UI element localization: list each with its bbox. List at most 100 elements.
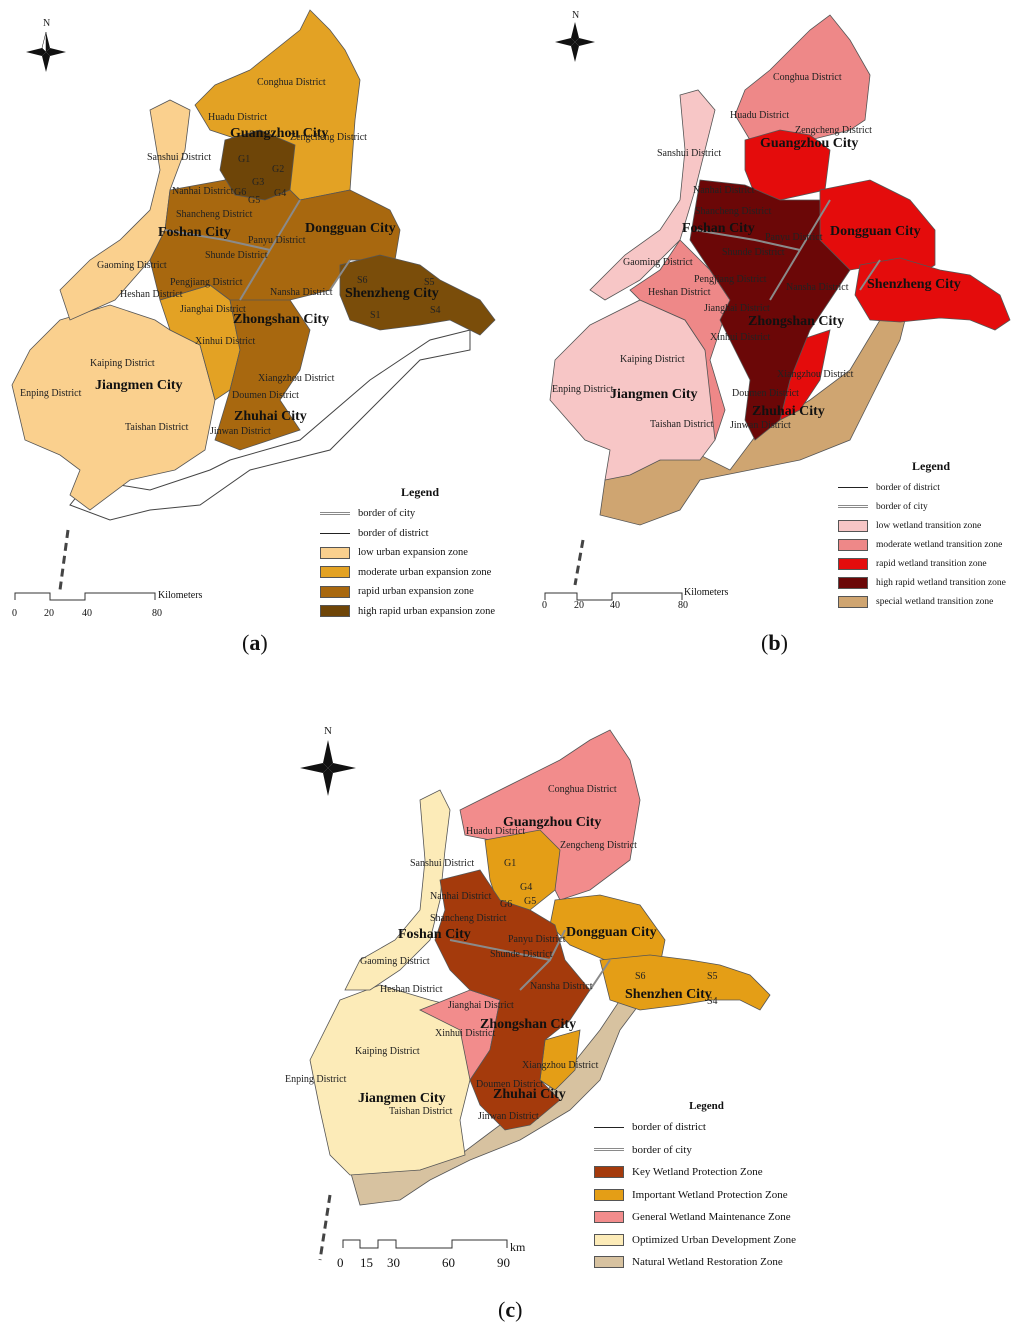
district-code: G1 [238, 154, 250, 165]
compass-rose-icon: N [555, 10, 595, 62]
north-label: N [324, 725, 332, 737]
district-code: S1 [370, 310, 381, 321]
district-label: Shancheng District [695, 206, 772, 217]
region-rapid-sz [854, 257, 1011, 331]
district-label: Xinhui District [710, 332, 770, 343]
legend-row: high rapid wetland transition zone [838, 573, 1024, 592]
scale-tick: 80 [678, 600, 688, 611]
district-label: Huadu District [208, 112, 267, 123]
scale-tick: 0 [337, 1255, 344, 1270]
district-code: S4 [707, 996, 718, 1007]
district-label: Nanhai District [693, 185, 755, 196]
district-label: Shunde District [490, 949, 553, 960]
panel-b: N Guangzhou City Foshan City Dongguan Ci… [530, 0, 1024, 665]
region-shenzhen [339, 254, 496, 336]
scale-tick: 60 [442, 1255, 455, 1270]
caption-c: (c) [498, 1297, 523, 1322]
legend-c: Legend border of district border of city… [594, 1100, 819, 1274]
district-label: Xinhui District [435, 1028, 495, 1039]
district-label: Taishan District [389, 1106, 453, 1117]
city-label-zhuhai: Zhuhai City [752, 404, 825, 419]
district-label: Nanhai District [430, 891, 492, 902]
district-label: Jianghai District [448, 1000, 514, 1011]
district-label: Sanshui District [410, 858, 474, 869]
legend-row: border of district [320, 524, 520, 544]
legend-row: moderate wetland transition zone [838, 535, 1024, 554]
legend-row: high rapid urban expansion zone [320, 602, 520, 622]
city-label-dongguan: Dongguan City [566, 925, 657, 940]
district-label: Shancheng District [176, 209, 253, 220]
district-code: G2 [272, 164, 284, 175]
district-label: Shunde District [205, 250, 268, 261]
region-special [599, 299, 911, 526]
region-low-north [589, 89, 716, 301]
legend-b: Legend border of district border of city… [838, 459, 1024, 611]
legend-row: border of city [838, 497, 1024, 516]
city-label-guangzhou: Guangzhou City [503, 815, 601, 830]
caption-b: (b) [761, 630, 788, 655]
district-label: Enping District [552, 384, 614, 395]
north-label: N [572, 10, 579, 21]
scale-bar [342, 1239, 508, 1249]
district-label: Shunde District [722, 247, 785, 258]
scale-bar [544, 592, 683, 601]
district-code: S4 [430, 305, 441, 316]
panel-c: N Guangzhou City Foshan City Dongguan Ci… [0, 700, 1024, 1331]
district-label: Huadu District [466, 826, 525, 837]
district-label: Heshan District [120, 289, 183, 300]
district-label: Kaiping District [355, 1046, 420, 1057]
scale-tick: 20 [574, 600, 584, 611]
scale-tick: 40 [610, 600, 620, 611]
region-sanshui [59, 99, 191, 321]
district-label: Enping District [20, 388, 82, 399]
district-label: Jianghai District [180, 304, 246, 315]
scale-tick: 30 [387, 1255, 400, 1270]
district-label: Xiangzhou District [777, 369, 854, 380]
legend-row: low wetland transition zone [838, 516, 1024, 535]
district-label: Heshan District [380, 984, 443, 995]
district-label: Panyu District [248, 235, 306, 246]
district-label: Pengjiang District [170, 277, 243, 288]
region-key [434, 869, 591, 1131]
district-label: Panyu District [765, 232, 823, 243]
district-label: Jinwan District [210, 426, 271, 437]
city-label-jiangmen: Jiangmen City [610, 387, 698, 402]
district-label: Zengcheng District [290, 132, 367, 143]
legend-row: moderate urban expansion zone [320, 563, 520, 583]
scale-unit: km [510, 1240, 526, 1254]
city-label-zhuhai: Zhuhai City [234, 409, 307, 424]
scale-tick: 0 [542, 600, 547, 611]
city-label-zhongshan: Zhongshan City [748, 314, 844, 329]
legend-title: Legend [400, 485, 439, 499]
region-sanshui [344, 789, 451, 991]
district-label: Enping District [285, 1074, 347, 1085]
map-c: N Guangzhou City Foshan City Dongguan Ci… [285, 725, 771, 1261]
city-label-jiangmen: Jiangmen City [358, 1091, 446, 1106]
legend-row: rapid urban expansion zone [320, 582, 520, 602]
scale-unit: Kilometers [684, 587, 729, 598]
city-label-zhongshan: Zhongshan City [480, 1017, 576, 1032]
city-label-dongguan: Dongguan City [305, 221, 396, 236]
city-label-guangzhou: Guangzhou City [230, 126, 328, 141]
city-border-a [164, 199, 351, 301]
scale-unit: Kilometers [158, 590, 203, 601]
city-label-shenzheng: Shenzheng City [867, 277, 961, 292]
legend-row: rapid wetland transition zone [838, 554, 1024, 573]
city-border-b [694, 199, 881, 301]
scale-tick: 90 [497, 1255, 510, 1270]
city-label-zhongshan: Zhongshan City [233, 312, 329, 327]
district-label: Pengjiang District [694, 274, 767, 285]
scale-bar [14, 592, 156, 601]
legend-row: border of district [838, 478, 1024, 497]
district-label: Xiangzhou District [258, 373, 335, 384]
district-code: G4 [274, 188, 286, 199]
city-label-jiangmen: Jiangmen City [95, 378, 183, 393]
district-code: S5 [424, 277, 435, 288]
compass-rose-icon: N [26, 18, 66, 72]
district-code: G4 [520, 882, 532, 893]
district-label: Nansha District [270, 287, 333, 298]
district-label: Gaoming District [360, 956, 430, 967]
district-label: Taishan District [650, 419, 714, 430]
district-label: Heshan District [648, 287, 711, 298]
legend-row: Key Wetland Protection Zone [594, 1161, 819, 1184]
